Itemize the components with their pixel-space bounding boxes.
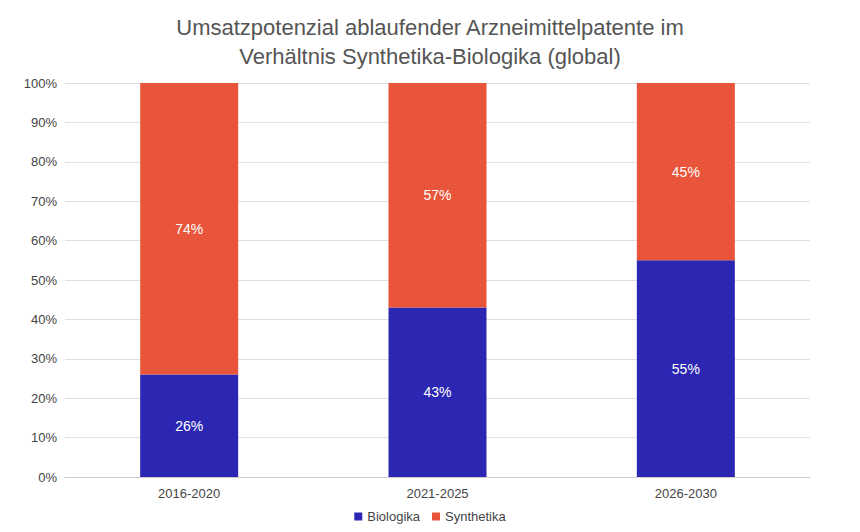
svg-text:2026-2030: 2026-2030 bbox=[655, 486, 717, 501]
svg-text:Synthetika: Synthetika bbox=[445, 509, 506, 524]
svg-text:57%: 57% bbox=[423, 187, 451, 203]
svg-text:43%: 43% bbox=[423, 384, 451, 400]
svg-text:2016-2020: 2016-2020 bbox=[158, 486, 220, 501]
svg-text:40%: 40% bbox=[31, 312, 57, 327]
svg-text:0%: 0% bbox=[38, 470, 57, 485]
svg-text:90%: 90% bbox=[31, 115, 57, 130]
svg-text:45%: 45% bbox=[672, 164, 700, 180]
svg-text:Umsatzpotenzial ablaufender Ar: Umsatzpotenzial ablaufender Arzneimittel… bbox=[176, 15, 684, 40]
svg-text:20%: 20% bbox=[31, 391, 57, 406]
svg-text:2021-2025: 2021-2025 bbox=[406, 486, 468, 501]
svg-text:30%: 30% bbox=[31, 351, 57, 366]
svg-text:50%: 50% bbox=[31, 273, 57, 288]
svg-text:70%: 70% bbox=[31, 194, 57, 209]
svg-text:60%: 60% bbox=[31, 233, 57, 248]
svg-text:Biologika: Biologika bbox=[367, 509, 421, 524]
svg-text:10%: 10% bbox=[31, 430, 57, 445]
svg-text:26%: 26% bbox=[175, 418, 203, 434]
svg-text:100%: 100% bbox=[24, 76, 58, 91]
svg-text:55%: 55% bbox=[672, 361, 700, 377]
svg-text:80%: 80% bbox=[31, 154, 57, 169]
svg-text:Verhältnis Synthetika-Biologik: Verhältnis Synthetika-Biologika (global) bbox=[239, 44, 621, 69]
svg-text:74%: 74% bbox=[175, 221, 203, 237]
